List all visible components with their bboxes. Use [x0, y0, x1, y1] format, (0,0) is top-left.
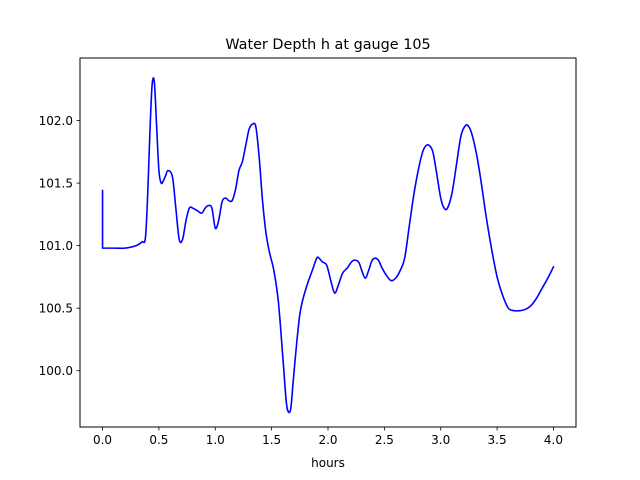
x-tick-label: 3.5: [488, 433, 507, 447]
series-layer: [101, 77, 555, 414]
x-tick-label: 2.5: [375, 433, 394, 447]
x-axis-ticks: 0.0 0.5 1.0 1.5 2.0 2.5 3.0 3.5 4.0: [93, 427, 563, 447]
x-tick-label: 2.0: [318, 433, 337, 447]
x-axis-label: hours: [311, 456, 345, 470]
x-tick-label: 4.0: [544, 433, 563, 447]
x-tick-label: 1.0: [206, 433, 225, 447]
x-tick-label: 0.5: [149, 433, 168, 447]
x-tick-label: 1.5: [262, 433, 281, 447]
y-tick-label: 100.0: [39, 364, 73, 378]
series-line-0: [101, 77, 555, 414]
y-tick-label: 100.5: [39, 301, 73, 315]
x-tick-label: 3.0: [431, 433, 450, 447]
x-tick-label: 0.0: [93, 433, 112, 447]
chart-title: Water Depth h at gauge 105: [225, 37, 430, 53]
y-tick-label: 101.5: [39, 176, 73, 190]
y-axis-ticks: 100.0 100.5 101.0 101.5 102.0: [39, 114, 80, 378]
y-tick-label: 102.0: [39, 114, 73, 128]
y-tick-label: 101.0: [39, 239, 73, 253]
